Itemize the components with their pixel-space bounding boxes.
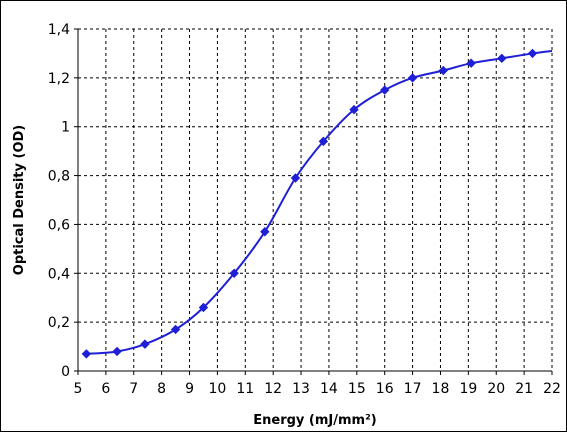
data-point-marker xyxy=(260,227,270,237)
data-point-marker xyxy=(140,339,150,349)
x-axis-ticks: 5 6 7 8 9 10 11 12 13 14 15 16 17 18 19 20 21 22 xyxy=(74,371,561,397)
x-tick-label: 8 xyxy=(157,381,166,397)
data-point-marker xyxy=(466,58,476,68)
y-axis-title: Optical Density (OD) xyxy=(12,125,27,275)
x-tick-label: 19 xyxy=(459,381,477,397)
data-point-marker xyxy=(438,65,448,76)
y-tick-label: 1 xyxy=(61,120,70,136)
x-tick-label: 17 xyxy=(404,381,422,397)
y-tick-label: 1,2 xyxy=(48,71,70,87)
x-tick-label: 12 xyxy=(264,381,282,397)
data-point-marker xyxy=(198,302,209,313)
x-tick-label: 14 xyxy=(320,381,338,397)
data-point-marker xyxy=(318,136,329,147)
x-axis-title: Energy (mJ/mm²) xyxy=(253,413,376,428)
data-point-marker xyxy=(497,53,507,64)
data-point-marker xyxy=(379,85,390,95)
data-point-marker xyxy=(349,104,359,115)
x-tick-label: 9 xyxy=(185,381,194,397)
data-point-marker xyxy=(170,324,181,335)
data-point-marker xyxy=(290,173,301,183)
y-tick-label: 0 xyxy=(61,364,70,380)
x-tick-label: 15 xyxy=(348,381,366,397)
series-layer xyxy=(81,48,553,359)
y-tick-label: 0,4 xyxy=(48,266,70,282)
x-tick-label: 18 xyxy=(432,381,450,397)
x-tick-label: 5 xyxy=(74,381,83,397)
x-tick-label: 21 xyxy=(515,381,533,397)
x-tick-label: 6 xyxy=(101,381,110,397)
plot-area xyxy=(78,29,552,371)
data-point-marker xyxy=(407,73,418,83)
y-tick-label: 0,6 xyxy=(48,217,70,233)
data-point-marker xyxy=(527,48,538,59)
y-tick-label: 0,2 xyxy=(48,315,70,331)
y-tick-label: 1,4 xyxy=(48,22,70,38)
x-tick-label: 13 xyxy=(292,381,310,397)
x-tick-label: 11 xyxy=(236,381,254,397)
data-point-marker xyxy=(112,346,122,357)
x-tick-label: 16 xyxy=(376,381,394,397)
y-tick-label: 0,8 xyxy=(48,169,70,185)
data-point-marker xyxy=(81,349,92,359)
x-tick-label: 7 xyxy=(129,381,138,397)
x-tick-label: 22 xyxy=(543,381,561,397)
y-axis-ticks: 0 0,2 0,4 0,6 0,8 1 1,2 1,4 xyxy=(48,22,78,380)
x-tick-label: 20 xyxy=(487,381,505,397)
data-point-marker xyxy=(229,268,239,278)
x-tick-label: 10 xyxy=(208,381,226,397)
